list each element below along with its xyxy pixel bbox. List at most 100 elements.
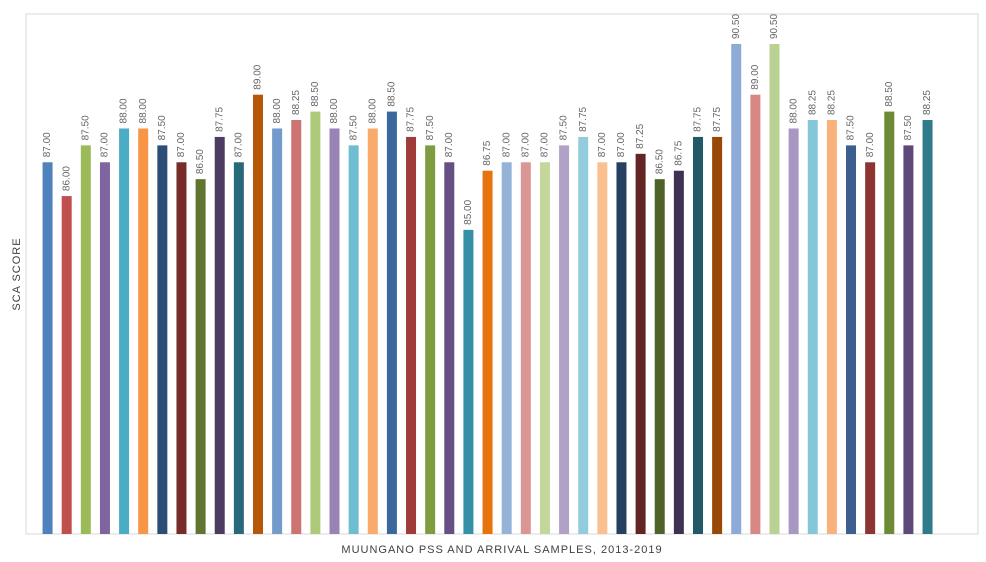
bar-24 bbox=[482, 170, 493, 534]
data-label-25: 87.00 bbox=[501, 132, 512, 157]
bar-27 bbox=[539, 162, 550, 534]
data-label-16: 88.00 bbox=[329, 98, 340, 123]
data-label-13: 88.00 bbox=[272, 98, 283, 123]
data-label-12: 89.00 bbox=[253, 64, 264, 89]
bar-46 bbox=[903, 145, 914, 534]
bar-35 bbox=[692, 136, 703, 534]
bar-6 bbox=[138, 128, 149, 535]
data-label-44: 87.00 bbox=[865, 132, 876, 157]
bar-26 bbox=[520, 162, 531, 534]
data-label-11: 87.00 bbox=[234, 132, 245, 157]
data-label-27: 87.00 bbox=[540, 132, 551, 157]
bar-18 bbox=[367, 128, 378, 535]
bar-21 bbox=[425, 145, 436, 534]
bar-38 bbox=[750, 94, 761, 534]
data-label-32: 87.25 bbox=[635, 123, 646, 148]
data-label-17: 87.50 bbox=[348, 115, 359, 140]
data-label-40: 88.00 bbox=[788, 98, 799, 123]
data-label-1: 87.00 bbox=[42, 132, 53, 157]
data-label-28: 87.50 bbox=[559, 115, 570, 140]
data-label-5: 88.00 bbox=[119, 98, 130, 123]
data-label-43: 87.50 bbox=[846, 115, 857, 140]
data-label-4: 87.00 bbox=[100, 132, 111, 157]
data-label-29: 87.75 bbox=[578, 106, 589, 131]
bar-20 bbox=[406, 136, 417, 534]
bar-34 bbox=[673, 170, 684, 534]
data-label-23: 85.00 bbox=[463, 199, 474, 224]
data-label-7: 87.50 bbox=[157, 115, 168, 140]
data-label-34: 86.75 bbox=[674, 140, 685, 165]
data-label-37: 90.50 bbox=[731, 14, 742, 39]
bar-19 bbox=[386, 111, 397, 534]
bar-1 bbox=[42, 162, 53, 534]
bar-23 bbox=[463, 229, 474, 535]
bar-39 bbox=[769, 44, 780, 534]
data-label-24: 86.75 bbox=[482, 140, 493, 165]
bar-14 bbox=[291, 120, 302, 534]
data-label-2: 86.00 bbox=[61, 166, 72, 191]
data-label-15: 88.50 bbox=[310, 81, 321, 106]
bar-36 bbox=[712, 136, 723, 534]
data-label-19: 88.50 bbox=[387, 81, 398, 106]
data-label-47: 88.25 bbox=[922, 90, 933, 115]
data-label-46: 87.50 bbox=[903, 115, 914, 140]
data-label-8: 87.00 bbox=[176, 132, 187, 157]
bar-30 bbox=[597, 162, 608, 534]
bar-32 bbox=[635, 153, 646, 534]
bar-5 bbox=[119, 128, 130, 535]
data-label-38: 89.00 bbox=[750, 64, 761, 89]
bar-15 bbox=[310, 111, 321, 534]
bar-45 bbox=[884, 111, 895, 534]
data-label-26: 87.00 bbox=[520, 132, 531, 157]
bar-40 bbox=[788, 128, 799, 535]
bar-47 bbox=[922, 120, 933, 534]
bar-7 bbox=[157, 145, 168, 534]
bar-13 bbox=[272, 128, 283, 535]
bar-33 bbox=[654, 179, 665, 535]
bar-28 bbox=[559, 145, 570, 534]
bar-3 bbox=[80, 145, 91, 534]
data-label-39: 90.50 bbox=[769, 14, 780, 39]
data-label-42: 88.25 bbox=[827, 90, 838, 115]
bar-44 bbox=[865, 162, 876, 534]
data-label-9: 86.50 bbox=[195, 149, 206, 174]
x-axis-title: MUUNGANO PSS AND ARRIVAL SAMPLES, 2013-2… bbox=[341, 544, 662, 556]
bar-37 bbox=[731, 44, 742, 534]
bar-42 bbox=[826, 120, 837, 534]
data-label-6: 88.00 bbox=[138, 98, 149, 123]
data-label-35: 87.75 bbox=[693, 106, 704, 131]
bar-4 bbox=[99, 162, 110, 534]
bar-series bbox=[42, 44, 933, 535]
data-label-18: 88.00 bbox=[367, 98, 378, 123]
data-label-33: 86.50 bbox=[654, 149, 665, 174]
bar-43 bbox=[846, 145, 857, 534]
data-label-3: 87.50 bbox=[80, 115, 91, 140]
data-label-36: 87.75 bbox=[712, 106, 723, 131]
bar-12 bbox=[253, 94, 263, 534]
bar-10 bbox=[214, 136, 225, 534]
bar-31 bbox=[616, 162, 627, 534]
bar-2 bbox=[61, 196, 72, 534]
bar-11 bbox=[233, 162, 244, 534]
data-label-22: 87.00 bbox=[444, 132, 455, 157]
bar-22 bbox=[444, 162, 455, 534]
bar-16 bbox=[329, 128, 340, 535]
data-label-14: 88.25 bbox=[291, 90, 302, 115]
bar-25 bbox=[501, 162, 512, 534]
data-label-31: 87.00 bbox=[616, 132, 627, 157]
bar-9 bbox=[195, 179, 206, 535]
data-label-30: 87.00 bbox=[597, 132, 608, 157]
data-label-21: 87.50 bbox=[425, 115, 436, 140]
bar-8 bbox=[176, 162, 187, 534]
bar-17 bbox=[348, 145, 359, 534]
bar-41 bbox=[807, 120, 818, 534]
data-labels: 87.00 86.00 87.50 87.00 88.00 88.00 87.50 87.00… bbox=[42, 14, 933, 225]
bar-29 bbox=[578, 136, 589, 534]
y-axis-title: SCA SCORE bbox=[11, 237, 23, 310]
data-label-10: 87.75 bbox=[214, 106, 225, 131]
data-label-41: 88.25 bbox=[807, 90, 818, 115]
data-label-45: 88.50 bbox=[884, 81, 895, 106]
data-label-20: 87.75 bbox=[406, 106, 417, 131]
